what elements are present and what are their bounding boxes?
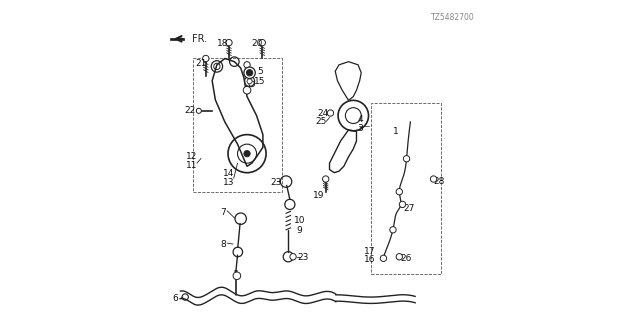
Circle shape	[399, 201, 406, 208]
Circle shape	[226, 39, 232, 46]
Text: 7: 7	[221, 208, 227, 217]
Text: 3: 3	[358, 124, 364, 133]
Circle shape	[327, 110, 333, 116]
Text: 5: 5	[257, 67, 262, 76]
Circle shape	[244, 67, 255, 78]
Circle shape	[249, 81, 255, 87]
Circle shape	[196, 108, 202, 113]
Circle shape	[203, 55, 209, 62]
Text: 9: 9	[296, 226, 302, 235]
Text: 13: 13	[223, 178, 235, 187]
Text: 16: 16	[364, 255, 375, 264]
Circle shape	[323, 176, 329, 182]
Text: 26: 26	[400, 254, 412, 263]
Polygon shape	[170, 37, 184, 40]
Circle shape	[290, 253, 296, 260]
Text: 28: 28	[433, 177, 444, 186]
Text: 24: 24	[317, 108, 328, 117]
Text: 14: 14	[223, 169, 235, 178]
Circle shape	[403, 156, 410, 162]
Text: 6: 6	[173, 294, 179, 303]
Text: 15: 15	[254, 77, 266, 86]
Text: 8: 8	[221, 240, 227, 249]
Circle shape	[396, 188, 403, 195]
Text: 17: 17	[364, 247, 375, 257]
Text: 22: 22	[184, 106, 196, 115]
Text: 10: 10	[294, 216, 305, 225]
Circle shape	[430, 176, 436, 182]
Text: 19: 19	[314, 191, 324, 200]
Text: FR.: FR.	[191, 34, 207, 44]
Text: 4: 4	[358, 115, 364, 124]
Circle shape	[246, 69, 253, 76]
Circle shape	[244, 150, 250, 157]
Text: 21: 21	[195, 59, 207, 68]
Circle shape	[233, 272, 241, 280]
Circle shape	[247, 79, 252, 84]
Text: TZ5482700: TZ5482700	[431, 13, 475, 22]
Text: 23: 23	[297, 253, 308, 262]
Circle shape	[243, 86, 251, 94]
Text: 12: 12	[186, 152, 197, 161]
Text: 20: 20	[252, 39, 263, 48]
Circle shape	[380, 255, 387, 261]
Circle shape	[390, 227, 396, 233]
Text: 23: 23	[271, 178, 282, 187]
Text: 1: 1	[393, 127, 399, 136]
Text: 11: 11	[186, 161, 197, 170]
Text: 25: 25	[316, 117, 326, 126]
Circle shape	[259, 39, 266, 46]
Text: 18: 18	[217, 39, 228, 48]
Text: 27: 27	[404, 204, 415, 213]
